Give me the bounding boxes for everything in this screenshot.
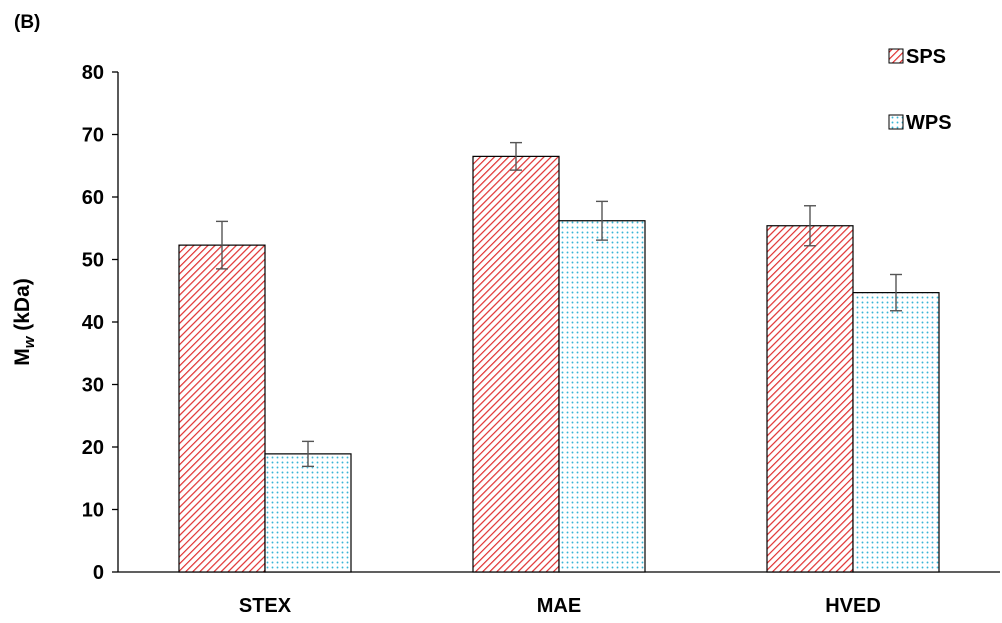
x-tick-label: MAE [537, 595, 581, 617]
legend-swatch [888, 48, 904, 64]
legend: SPS WPS [888, 46, 952, 134]
y-tick-label: 10 [82, 500, 104, 522]
x-tick-label: STEX [239, 595, 292, 617]
y-tick-label: 50 [82, 250, 104, 272]
y-tick-label: 40 [82, 312, 104, 334]
axis-labels: 0 10 20 30 40 50 60 70 80 Mw (kDa) STEX MAE HVED [11, 62, 881, 617]
y-tick-label: 30 [82, 375, 104, 397]
legend-item-wps: WPS [888, 112, 952, 134]
y-tick-label: 80 [82, 62, 104, 84]
bar-wps-stex [264, 453, 352, 573]
legend-item-sps: SPS [888, 46, 946, 68]
y-tick-label: 60 [82, 187, 104, 209]
panel-label: (B) [14, 12, 41, 33]
error-bar-sps-mae [510, 141, 522, 171]
bar-sps-stex [178, 244, 266, 573]
y-tick-label: 70 [82, 125, 104, 147]
error-bar-sps-stex [216, 220, 228, 270]
error-bar-wps-stex [302, 440, 314, 468]
x-tick-label: HVED [825, 595, 881, 617]
error-bar-sps-hved [804, 205, 816, 247]
bar-sps-hved [766, 225, 854, 573]
y-tick-label: 0 [93, 562, 104, 584]
error-bars [216, 141, 902, 468]
bars [178, 155, 940, 573]
legend-swatch [888, 114, 904, 130]
bar-sps-mae [472, 155, 560, 573]
bar-wps-mae [558, 220, 646, 573]
bar-wps-hved [852, 292, 940, 573]
y-axis-label: Mw (kDa) [11, 278, 38, 366]
error-bar-wps-hved [890, 273, 902, 312]
legend-label: SPS [906, 46, 946, 68]
legend-label: WPS [906, 112, 952, 134]
error-bar-wps-mae [596, 200, 608, 241]
y-tick-label: 20 [82, 437, 104, 459]
